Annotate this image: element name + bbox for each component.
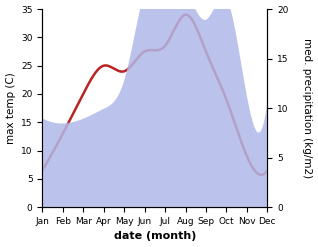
- Y-axis label: max temp (C): max temp (C): [5, 72, 16, 144]
- X-axis label: date (month): date (month): [114, 231, 196, 242]
- Y-axis label: med. precipitation (kg/m2): med. precipitation (kg/m2): [302, 38, 313, 178]
